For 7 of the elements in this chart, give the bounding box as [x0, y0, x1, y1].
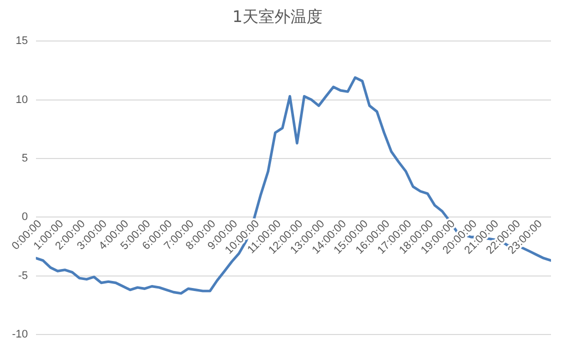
- y-tick-label: 5: [22, 152, 28, 165]
- chart-title: 1天室外温度: [232, 6, 323, 26]
- y-tick-label: 15: [16, 35, 28, 48]
- y-tick-label: 0: [22, 211, 28, 224]
- y-tick-label: -5: [18, 270, 28, 282]
- y-tick-label: 10: [16, 94, 28, 106]
- y-tick-label: -10: [12, 328, 28, 340]
